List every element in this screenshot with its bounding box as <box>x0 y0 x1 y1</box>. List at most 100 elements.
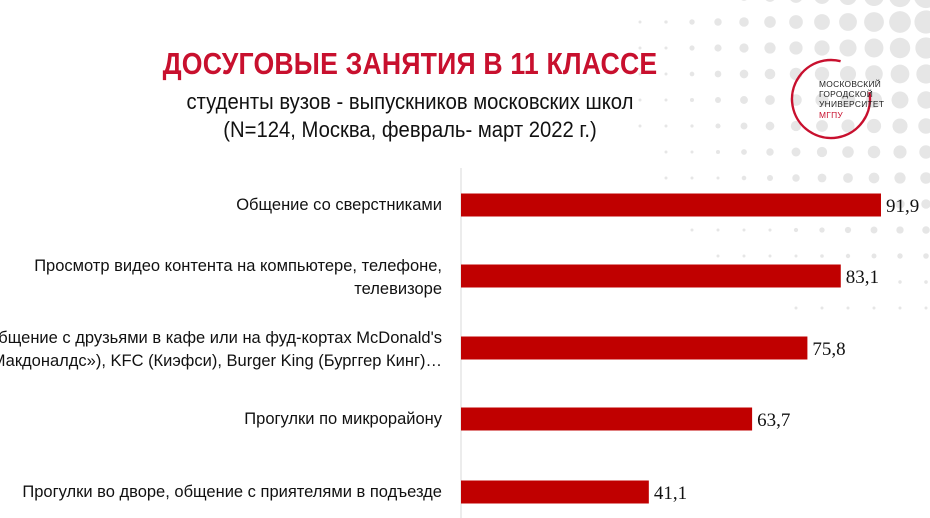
decorative-dot <box>917 91 930 109</box>
chart-subtitle-line-1: студенты вузов - выпускников московских … <box>186 89 634 114</box>
university-logo: МОСКОВСКИЙ ГОРОДСКОЙ УНИВЕРСИТЕТ МГПУ <box>789 57 884 141</box>
decorative-dot <box>846 306 850 310</box>
decorative-dot <box>816 120 828 132</box>
decorative-dot <box>872 280 876 284</box>
decorative-dot <box>714 44 722 52</box>
decorative-dot <box>839 13 857 31</box>
decorative-dot <box>842 146 854 158</box>
decorative-dot <box>814 66 830 82</box>
decorative-dot <box>742 228 746 232</box>
decorative-dot <box>690 150 694 154</box>
decorative-dot <box>638 98 642 102</box>
decorative-dot <box>664 124 668 128</box>
decorative-dot <box>866 118 882 134</box>
decorative-dot <box>864 0 884 7</box>
decorative-dot <box>741 175 747 181</box>
decorative-dot <box>714 18 722 26</box>
bar-value-label: 91,9 <box>886 196 919 217</box>
decorative-dot <box>766 148 774 156</box>
decorative-dot <box>914 0 930 9</box>
decorative-dot <box>868 172 880 184</box>
category-label-line: Общение с друзьями в кафе или на фуд-кор… <box>0 329 442 347</box>
decorative-dot <box>765 121 775 131</box>
logo-text-line-3: УНИВЕРСИТЕТ <box>819 99 885 110</box>
logo-ring-icon <box>790 58 872 140</box>
bar <box>461 407 753 431</box>
decorative-dot <box>898 306 902 310</box>
decorative-dot <box>765 95 775 105</box>
bar-value-label: 63,7 <box>757 410 790 431</box>
decorative-dot <box>690 176 694 180</box>
decorative-dot <box>789 41 803 55</box>
decorative-dot <box>793 227 799 233</box>
decorative-dot <box>820 306 824 310</box>
decorative-dot <box>924 280 928 284</box>
category-label-line: Общение со сверстниками <box>236 195 442 214</box>
chart-subtitle-line-2: (N=124, Москва, февраль- март 2022 г.) <box>223 117 597 142</box>
decorative-dot <box>638 124 642 128</box>
decorative-dot <box>916 64 930 84</box>
decorative-dot <box>889 0 911 8</box>
decorative-dot <box>741 0 747 1</box>
category-label: Прогулки во дворе, общение с приятелями … <box>22 481 442 504</box>
decorative-dot <box>922 226 930 234</box>
decorative-dot <box>843 173 853 183</box>
decorative-dot <box>839 39 857 57</box>
decorative-dot <box>715 123 721 129</box>
decorative-dot <box>864 12 884 32</box>
decorative-dot <box>689 45 695 51</box>
decorative-dot <box>638 46 642 50</box>
decorative-dot <box>845 253 851 259</box>
decorative-dot <box>664 176 668 180</box>
logo-text-line-1: МОСКОВСКИЙ <box>819 79 882 89</box>
logo-text-line-4: МГПУ <box>819 109 844 120</box>
decorative-dot <box>896 226 904 234</box>
bar <box>461 193 881 217</box>
decorative-dot <box>921 199 930 209</box>
decorative-dot <box>872 306 876 310</box>
decorative-dot <box>814 40 830 56</box>
decorative-dot <box>840 92 856 108</box>
bar <box>461 336 808 360</box>
decorative-dot <box>792 174 800 182</box>
decorative-dot <box>891 91 909 109</box>
decorative-dot <box>690 228 694 232</box>
decorative-dot <box>816 146 828 158</box>
decorative-dot <box>923 253 929 259</box>
decorative-dot <box>768 254 772 258</box>
category-label: Общение с друзьями в кафе или на фуд-кор… <box>0 327 442 373</box>
decorative-dot <box>871 253 877 259</box>
decorative-dot <box>689 19 695 25</box>
decorative-dot <box>768 228 772 232</box>
decorative-dot <box>715 149 721 155</box>
decorative-dot <box>739 69 749 79</box>
decorative-dot <box>739 43 749 53</box>
category-label-line: Прогулки во дворе, общение с приятелями … <box>22 482 442 501</box>
decorative-dot <box>841 119 855 133</box>
logo-text: МОСКОВСКИЙ ГОРОДСКОЙ УНИВЕРСИТЕТ МГПУ <box>819 79 884 120</box>
decorative-dot <box>865 65 883 83</box>
decorative-dot <box>764 42 776 54</box>
decorative-dot <box>844 226 852 234</box>
decorative-dot <box>820 254 824 258</box>
decorative-dot <box>867 145 881 159</box>
decorative-dot <box>892 118 908 134</box>
decorative-dot <box>919 145 930 159</box>
bar-value-label: 75,8 <box>812 339 845 360</box>
decorative-dot <box>789 15 803 29</box>
decorative-dot <box>864 38 884 58</box>
decorative-dot <box>765 0 775 2</box>
decorative-dot <box>716 176 720 180</box>
decorative-dot <box>791 147 801 157</box>
category-label: Общение со сверстниками <box>236 194 442 217</box>
decorative-dot <box>716 228 720 232</box>
decorative-dot <box>638 20 642 24</box>
category-label: Прогулки по микрорайону <box>244 408 442 431</box>
decorative-dot <box>815 93 829 107</box>
decorative-dot <box>739 17 749 27</box>
category-label-line: («Макдоналдс»), KFC (Киэфси), Burger Kin… <box>0 352 442 370</box>
decorative-dot <box>764 68 776 80</box>
decorative-dot <box>715 97 721 103</box>
